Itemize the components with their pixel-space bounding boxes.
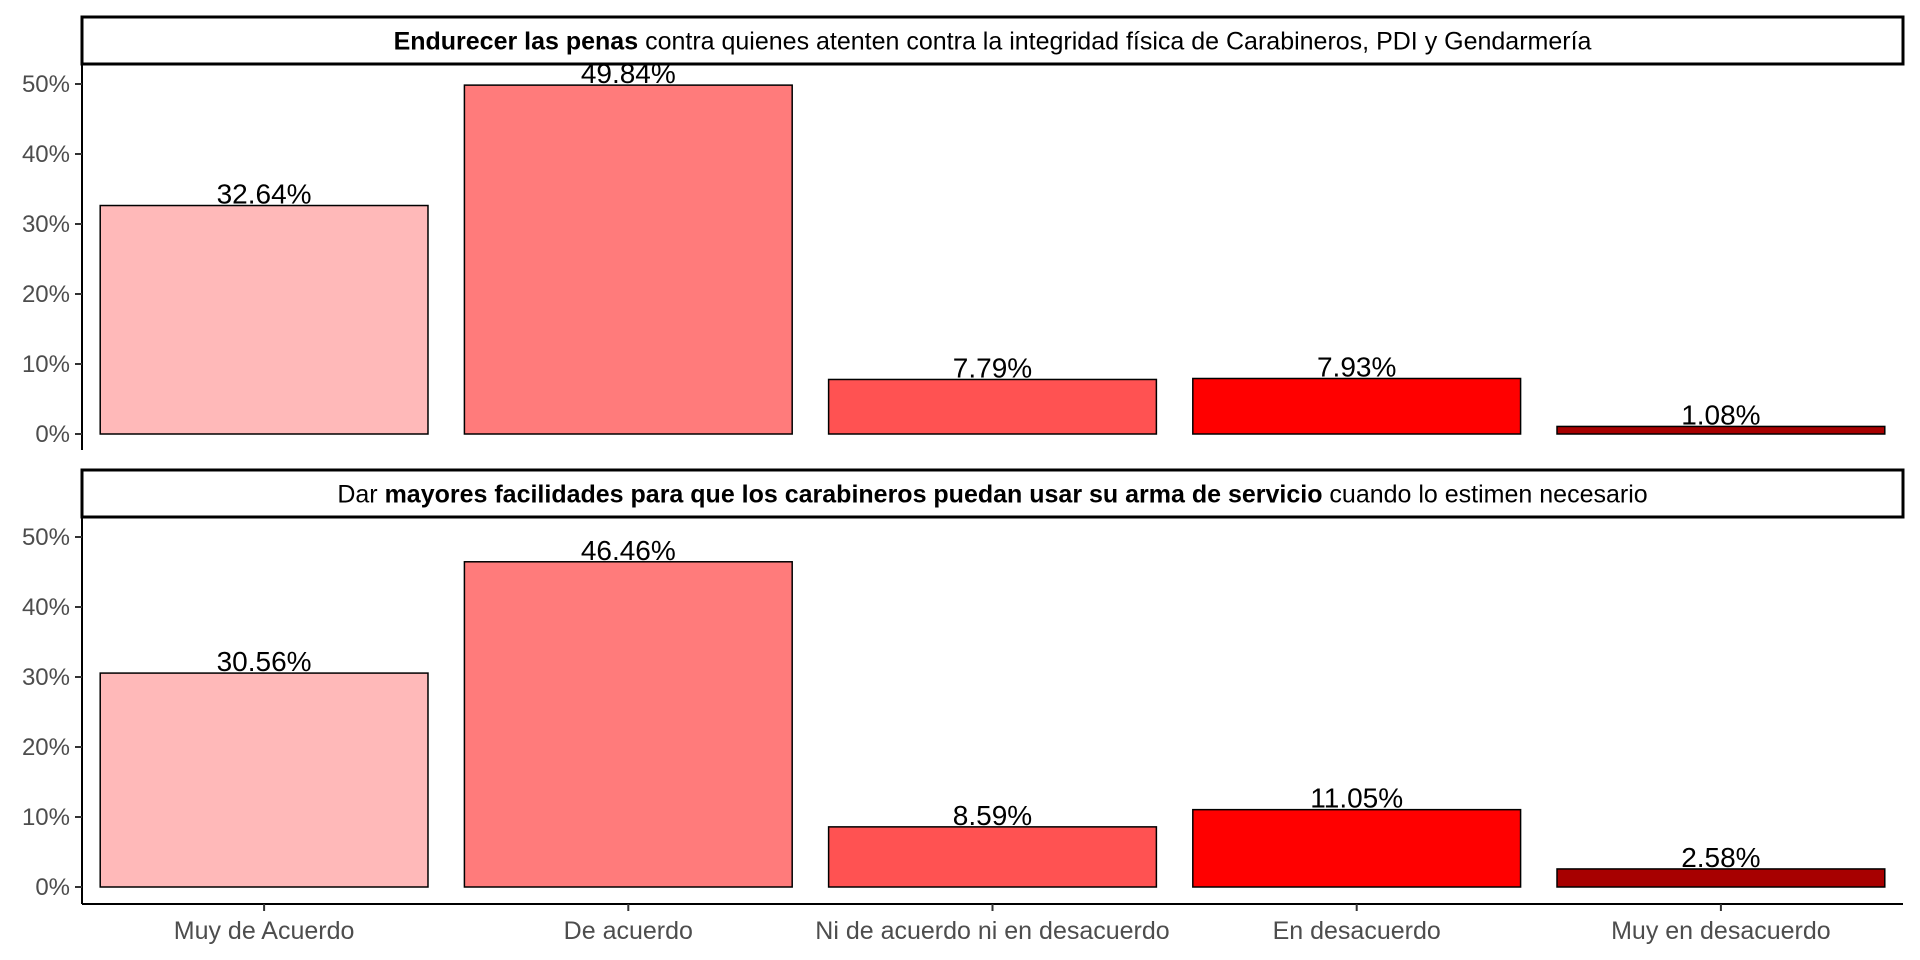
bar	[99, 204, 429, 435]
y-tick-label: 20%	[22, 734, 70, 761]
x-tick-label: Muy en desacuerdo	[1611, 917, 1831, 945]
panel-title-box	[80, 15, 1905, 66]
y-tick-label: 10%	[22, 804, 70, 831]
bar	[1556, 425, 1886, 435]
bar	[827, 826, 1158, 888]
y-tick-label: 0%	[35, 421, 70, 448]
y-tick-label: 30%	[22, 664, 70, 691]
bar	[827, 378, 1158, 435]
data-label: 2.58%	[1681, 842, 1760, 873]
bar	[1556, 868, 1886, 888]
bar	[463, 84, 793, 435]
x-tick-label: En desacuerdo	[1273, 917, 1441, 945]
panel-title-part: contra quienes atenten contra la integri…	[638, 28, 1591, 56]
data-label: 32.64%	[217, 179, 312, 210]
data-label: 7.79%	[953, 352, 1032, 383]
y-tick-label: 40%	[22, 594, 70, 621]
y-tick-label: 40%	[22, 141, 70, 168]
bar	[99, 672, 429, 888]
data-label: 30.56%	[217, 646, 312, 677]
data-label: 11.05%	[1310, 783, 1403, 814]
y-tick-label: 10%	[22, 351, 70, 378]
data-label: 46.46%	[581, 535, 676, 566]
data-label: 49.84%	[581, 58, 676, 89]
x-tick-label: De acuerdo	[564, 917, 693, 945]
y-tick-label: 50%	[22, 524, 70, 551]
panel-2: Dar mayores facilidades para que los car…	[22, 468, 1905, 945]
y-tick-label: 30%	[22, 211, 70, 238]
bar	[463, 561, 793, 888]
y-tick-label: 0%	[35, 874, 70, 901]
y-tick-label: 50%	[22, 71, 70, 98]
panel-1: Endurecer las penas contra quienes atent…	[22, 15, 1905, 450]
panel-title-part: Dar	[337, 481, 384, 509]
bar	[1192, 808, 1522, 888]
x-tick-label: Ni de acuerdo ni en desacuerdo	[815, 917, 1169, 945]
panel-title-part: cuando lo estimen necesario	[1322, 481, 1647, 509]
x-tick-label: Muy de Acuerdo	[174, 917, 355, 945]
panel-title: Endurecer las penas contra quienes atent…	[394, 28, 1592, 56]
panel-title-part: mayores facilidades para que los carabin…	[385, 481, 1323, 509]
panel-title-part: Endurecer las penas	[394, 28, 639, 56]
y-tick-label: 20%	[22, 281, 70, 308]
bar	[1192, 377, 1522, 435]
panel-title: Dar mayores facilidades para que los car…	[337, 481, 1647, 509]
data-label: 8.59%	[953, 800, 1032, 831]
data-label: 7.93%	[1317, 351, 1396, 382]
panel-title-box	[80, 468, 1905, 519]
data-label: 1.08%	[1681, 399, 1760, 430]
